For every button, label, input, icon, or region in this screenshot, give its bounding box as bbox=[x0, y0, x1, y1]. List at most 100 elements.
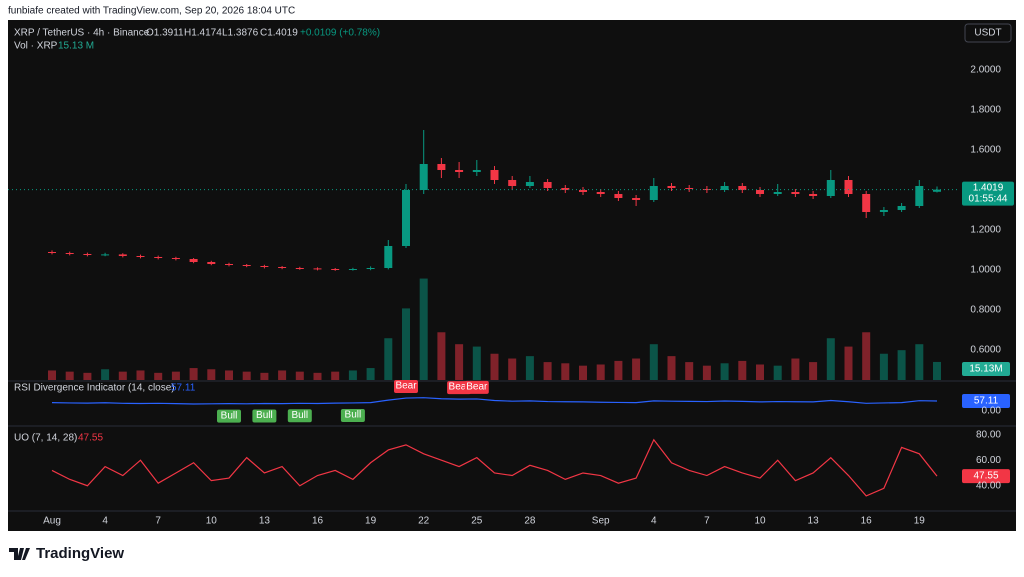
y-tick-label: 0.00 bbox=[982, 406, 1002, 417]
x-tick-label: 19 bbox=[914, 516, 926, 527]
candle-body bbox=[826, 180, 835, 196]
y-tick-label: 2.0000 bbox=[970, 65, 1001, 76]
volume-bar bbox=[649, 344, 658, 380]
legend-change: +0.0109 (+0.78%) bbox=[300, 28, 380, 39]
legend-close: C1.4019 bbox=[260, 28, 298, 39]
tradingview-logo: TradingView bbox=[9, 545, 124, 562]
x-tick-label: 16 bbox=[312, 516, 324, 527]
candle-body bbox=[862, 194, 871, 212]
volume-bar bbox=[472, 346, 481, 380]
currency[interactable]: USDT bbox=[974, 28, 1001, 39]
candle-body bbox=[260, 266, 269, 267]
volume-bar bbox=[490, 353, 499, 380]
bull-signal-bg bbox=[287, 409, 312, 423]
volume-bar bbox=[101, 369, 110, 380]
legend-open: O1.3911 bbox=[146, 28, 184, 39]
x-tick-label: 16 bbox=[861, 516, 873, 527]
candle-body bbox=[702, 189, 711, 190]
volume-bar bbox=[773, 365, 782, 380]
candle-body bbox=[189, 259, 198, 262]
bull-signal: Bull bbox=[221, 410, 238, 421]
y-tick-label: 60.00 bbox=[976, 455, 1001, 466]
candle-body bbox=[720, 186, 729, 190]
candle-body bbox=[295, 268, 304, 269]
candle-body bbox=[313, 268, 322, 270]
candle-body bbox=[596, 192, 605, 194]
volume-bar bbox=[826, 338, 835, 380]
candle-body bbox=[384, 246, 393, 268]
logo-icon bbox=[9, 548, 30, 560]
legend-low: L1.3876 bbox=[222, 28, 259, 39]
volume-bar bbox=[118, 371, 127, 380]
candle-body bbox=[101, 254, 110, 256]
volume-bar bbox=[667, 356, 676, 380]
volume-value: 15.13 M bbox=[58, 41, 94, 52]
candle-body bbox=[933, 189, 941, 192]
volume-bar bbox=[543, 362, 552, 380]
candle-body bbox=[278, 267, 287, 268]
volume-bar bbox=[756, 364, 764, 380]
volume-bar bbox=[632, 358, 641, 380]
y-tick-label: 1.8000 bbox=[970, 105, 1001, 116]
y-tick-label: 0.8000 bbox=[970, 305, 1001, 316]
volume-bar bbox=[702, 365, 711, 380]
volume-bar bbox=[295, 371, 304, 380]
candle-body bbox=[561, 188, 570, 190]
indicator-tag-bg bbox=[962, 469, 1010, 484]
indicator-tag-bg bbox=[962, 394, 1010, 409]
logo-text: TradingView bbox=[36, 545, 124, 562]
volume-bar bbox=[738, 360, 747, 380]
x-tick-label: 25 bbox=[471, 516, 483, 527]
legend-symbol: XRP / TetherUS · 4h · Binance bbox=[14, 28, 150, 39]
bear-signal: Bear bbox=[466, 382, 488, 393]
credit: funbiafe created with TradingView.com, S… bbox=[8, 6, 295, 17]
volume-bar bbox=[720, 363, 729, 380]
bull-signal-bg bbox=[340, 408, 365, 422]
volume-bar bbox=[83, 372, 92, 380]
x-tick-label: 22 bbox=[418, 516, 430, 527]
y-tick-label: 80.00 bbox=[976, 429, 1001, 440]
bull-signal: Bull bbox=[256, 410, 273, 421]
candle-body bbox=[791, 192, 800, 194]
uo-title: UO (7, 14, 28) bbox=[14, 433, 77, 444]
volume-bar bbox=[455, 344, 464, 380]
x-tick-label: 7 bbox=[155, 516, 161, 527]
candle-body bbox=[136, 256, 145, 257]
price-tag: 1.4019 bbox=[973, 182, 1004, 193]
volume-bar bbox=[437, 332, 446, 380]
indicator-tag: 47.55 bbox=[973, 471, 998, 482]
bear-signal: Bear bbox=[449, 382, 471, 393]
volume-bar bbox=[525, 356, 534, 380]
volume-bar bbox=[933, 361, 941, 380]
y-tick-label: 40.00 bbox=[976, 480, 1001, 491]
bear-signal-bg bbox=[394, 380, 418, 394]
volume-bar bbox=[331, 371, 340, 380]
candle-body bbox=[402, 190, 410, 246]
candle-body bbox=[472, 170, 481, 172]
candle-body bbox=[897, 206, 906, 210]
x-tick-label: 13 bbox=[259, 516, 271, 527]
volume-bar bbox=[614, 360, 623, 380]
candle-body bbox=[579, 190, 587, 192]
volume-bar bbox=[809, 362, 818, 380]
indicator-line bbox=[51, 438, 938, 497]
indicator-tag: 57.11 bbox=[974, 396, 999, 407]
candle-body bbox=[171, 258, 180, 259]
volume-bar bbox=[154, 372, 163, 380]
candle-body bbox=[154, 257, 163, 258]
volume-bar bbox=[65, 371, 74, 380]
candle-body bbox=[649, 186, 658, 200]
candle-body bbox=[331, 269, 340, 270]
candle-body bbox=[490, 170, 499, 180]
x-tick-label: Aug bbox=[43, 516, 61, 527]
candle-body bbox=[543, 182, 552, 188]
bull-signal: Bull bbox=[345, 410, 362, 421]
candle-body bbox=[65, 253, 74, 254]
x-tick-label: 7 bbox=[704, 516, 710, 527]
x-tick-label: 28 bbox=[524, 516, 536, 527]
candle-body bbox=[366, 268, 375, 269]
currency-button[interactable] bbox=[964, 23, 1012, 43]
candle-body bbox=[756, 190, 764, 194]
volume-bar bbox=[278, 370, 287, 380]
